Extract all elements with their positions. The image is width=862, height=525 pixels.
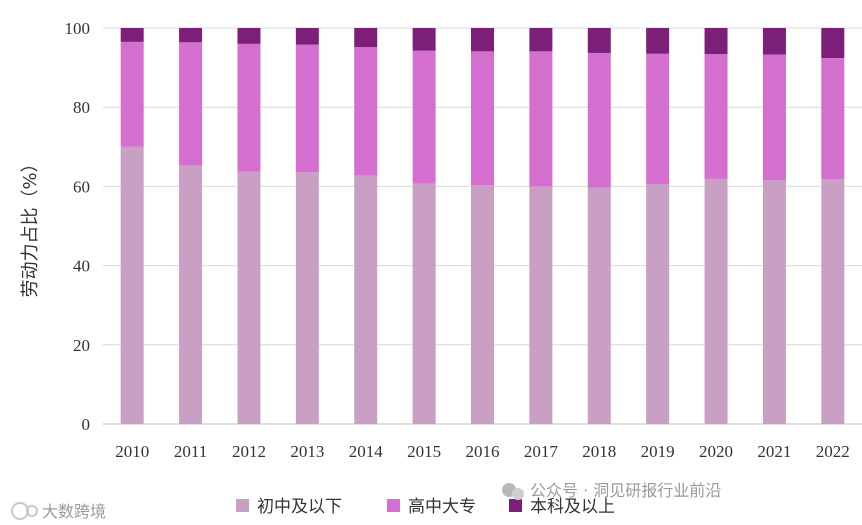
bar-segment: [821, 58, 845, 180]
bar-segment: [646, 184, 670, 424]
bar-segment: [587, 52, 611, 188]
bar-segment: [295, 172, 319, 424]
bar-segment: [704, 54, 728, 179]
bar-segment: [529, 28, 553, 52]
legend-swatch: [387, 499, 400, 512]
bar-segment: [295, 28, 319, 45]
y-axis-label: 劳动力占比（%）: [20, 154, 41, 297]
bar-segment: [471, 185, 494, 424]
bar-segment: [704, 28, 728, 55]
bar-segment: [471, 28, 494, 52]
bar-segment: [354, 47, 378, 176]
y-tick-label: 0: [82, 415, 91, 434]
x-tick-label: 2017: [524, 442, 559, 461]
x-axis: 2010 2011 2012 2013 2014 2015 2016 2017 2018 2019…: [115, 442, 850, 461]
bar-segment: [529, 51, 553, 187]
x-tick-label: 2014: [349, 442, 384, 461]
bar-segment: [295, 44, 319, 173]
watermark-bottom-right: 公众号 · 洞见研报行业前沿: [502, 481, 721, 500]
bar-segment: [821, 179, 845, 424]
x-tick-label: 2021: [757, 442, 791, 461]
y-tick-label: 20: [73, 336, 90, 355]
bars-layer: [120, 28, 845, 425]
x-tick-label: 2018: [582, 442, 616, 461]
bar-segment: [646, 28, 670, 54]
x-tick-label: 2011: [174, 442, 207, 461]
watermark-bottom-left: 大数跨境: [11, 502, 106, 521]
x-tick-label: 2020: [699, 442, 733, 461]
legend-swatch: [509, 499, 522, 512]
x-tick-label: 2016: [466, 442, 500, 461]
legend-label: 高中大专: [408, 497, 476, 517]
bar-segment: [646, 53, 670, 185]
legend-label: 初中及以下: [257, 497, 342, 517]
brand-logo-icon: [11, 502, 38, 520]
bar-segment: [587, 187, 611, 424]
y-tick-label: 100: [65, 19, 91, 38]
legend-swatch: [236, 499, 249, 512]
wechat-icon: [502, 483, 524, 500]
bar-segment: [412, 50, 436, 184]
y-tick-label: 40: [73, 257, 90, 276]
bar-segment: [120, 146, 144, 425]
x-tick-label: 2019: [641, 442, 675, 461]
bar-segment: [587, 28, 611, 53]
x-tick-label: 2010: [115, 442, 149, 461]
bar-segment: [354, 28, 378, 48]
legend-label: 本科及以上: [530, 497, 615, 517]
bar-segment: [704, 178, 728, 424]
y-axis: 0 20 40 60 80 100: [65, 19, 91, 434]
bar-segment: [762, 54, 786, 181]
bar-segment: [237, 43, 261, 172]
bar-segment: [412, 183, 436, 424]
bar-segment: [120, 41, 144, 147]
watermark-text: 公众号 · 洞见研报行业前沿: [530, 481, 721, 500]
legend: 初中及以下 高中大专 本科及以上: [236, 497, 615, 517]
bar-segment: [179, 165, 203, 425]
bar-segment: [354, 175, 378, 424]
watermark-brand-text: 大数跨境: [42, 502, 106, 521]
bar-segment: [412, 28, 436, 51]
x-tick-label: 2015: [407, 442, 441, 461]
x-tick-label: 2022: [816, 442, 850, 461]
bar-segment: [179, 28, 203, 43]
x-tick-label: 2013: [290, 442, 324, 461]
bar-segment: [179, 42, 203, 166]
bar-segment: [237, 171, 261, 424]
bar-segment: [237, 28, 261, 44]
bar-segment: [471, 51, 494, 186]
bar-segment: [762, 28, 786, 55]
x-tick-label: 2012: [232, 442, 266, 461]
y-tick-label: 80: [73, 98, 90, 117]
bar-segment: [120, 28, 144, 42]
bar-segment: [529, 186, 553, 424]
bar-segment: [762, 180, 786, 424]
y-tick-label: 60: [73, 177, 90, 196]
bar-segment: [821, 28, 845, 59]
